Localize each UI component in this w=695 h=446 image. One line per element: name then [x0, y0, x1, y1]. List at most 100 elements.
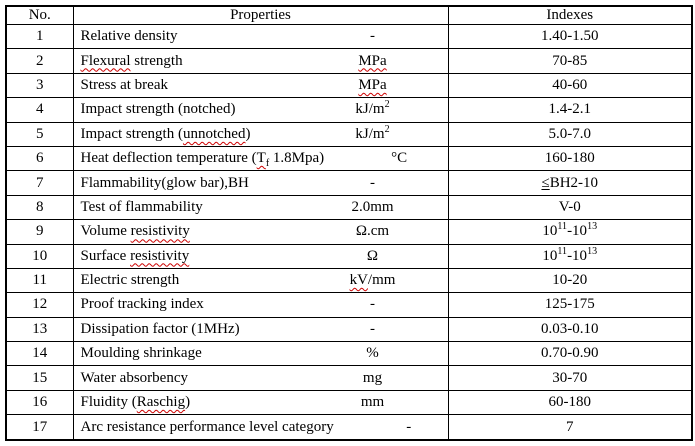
text-fragment: 70-85: [552, 52, 588, 69]
table-row: 6 Heat deflection temperature (Tf 1.8Mpa)…: [5, 145, 693, 172]
text-fragment: MPa: [358, 76, 387, 93]
index-value-cell: 7: [447, 414, 693, 441]
text-fragment: Ω: [366, 247, 379, 264]
text-fragment: -: [370, 296, 375, 313]
index-value-cell: 60-180: [447, 389, 693, 416]
property-cell-layout: Moulding shrinkage%: [74, 345, 448, 362]
property-cell: Water absorbency mg: [72, 365, 449, 391]
text-fragment: 7: [566, 418, 574, 435]
text-fragment: mm: [360, 394, 385, 411]
table-row: 5 Impact strength (unnotched) kJ/m2 5.0-7.0: [5, 121, 693, 147]
index-value-cell: 1.4-2.1: [447, 97, 693, 123]
row-number-cell: 8: [5, 194, 74, 221]
text-fragment: Raschig: [136, 394, 186, 411]
property-cell: Stress at break MPa: [72, 72, 449, 99]
property-name: Surface resistivity: [74, 248, 298, 265]
index-value-cell: 0.03-0.10: [447, 316, 693, 343]
text-fragment: 11: [557, 245, 568, 257]
text-fragment: %: [366, 345, 379, 362]
row-number-cell: 4: [5, 97, 74, 123]
property-unit: -: [298, 296, 448, 313]
property-cell-layout: Fluidity (Raschig) mm: [74, 394, 447, 411]
index-value-cell: 70-85: [447, 48, 693, 74]
property-cell: Volume resistivity Ω.cm: [72, 219, 449, 245]
row-number-cell: 9: [5, 219, 74, 245]
property-unit: %: [298, 345, 448, 362]
index-value-cell: V-0: [447, 194, 693, 221]
property-cell-layout: Heat deflection temperature (Tf 1.8Mpa) °…: [74, 150, 447, 169]
text-fragment: 2: [384, 99, 390, 111]
property-unit: Ω.cm: [298, 223, 448, 240]
index-value-cell: 0.70-0.90: [447, 341, 693, 367]
property-cell-layout: Surface resistivity Ω: [74, 248, 448, 265]
text-fragment: Proof tracking index: [80, 296, 204, 313]
row-number-cell: 7: [5, 170, 74, 196]
property-cell-layout: Arc resistance performance level categor…: [74, 418, 447, 436]
text-fragment: Arc resistance performance level categor…: [80, 418, 334, 435]
row-number-cell: 2: [5, 48, 74, 74]
property-name: Moulding shrinkage: [74, 345, 298, 362]
property-unit: -: [298, 28, 448, 45]
row-number-cell: 1: [5, 23, 74, 50]
text-fragment: /mm: [367, 272, 396, 289]
row-number-cell: 12: [5, 292, 74, 318]
property-cell: Arc resistance performance level categor…: [72, 414, 449, 441]
header-indexes: Indexes: [447, 5, 693, 25]
property-name: Dissipation factor (1MHz): [74, 321, 298, 338]
text-fragment: 1.8Mpa): [269, 150, 325, 167]
index-value-cell: 10-20: [447, 267, 693, 294]
text-fragment: mg: [362, 369, 383, 386]
property-cell-layout: Test of flammability 2.0mm: [74, 199, 447, 216]
row-number-cell: 11: [5, 267, 74, 294]
property-cell: Dissipation factor (1MHz) -: [72, 316, 449, 343]
property-cell-layout: Impact strength (notched) kJ/m2: [74, 99, 448, 118]
index-value-cell: 1011-1013: [447, 243, 693, 269]
table-row: 8 Test of flammability 2.0mm V-0: [5, 194, 693, 221]
property-name: Stress at break: [74, 77, 298, 94]
text-fragment: 10: [542, 247, 558, 264]
property-unit: kV/mm: [298, 272, 448, 289]
text-fragment: 10-20: [552, 272, 588, 289]
text-fragment: Surface: [80, 247, 131, 264]
property-unit: kJ/m2: [298, 99, 448, 118]
text-fragment: 10: [542, 223, 558, 240]
table-row: 12 Proof tracking index - 125-175: [5, 292, 693, 318]
row-number-cell: 5: [5, 121, 74, 147]
row-number-cell: 16: [5, 389, 74, 416]
text-fragment: Water absorbency: [80, 369, 189, 386]
property-cell-layout: Proof tracking index -: [74, 296, 448, 313]
property-unit: Ω: [298, 248, 448, 265]
property-unit: mg: [298, 370, 448, 387]
text-fragment: Impact strength (: [80, 125, 183, 142]
property-cell: Impact strength (notched) kJ/m2: [72, 97, 449, 123]
text-fragment: 30-70: [552, 369, 588, 386]
property-name: Fluidity (Raschig): [74, 394, 298, 411]
index-value-cell: 160-180: [447, 145, 693, 172]
text-fragment: 2: [384, 123, 390, 135]
property-cell: Electric strength kV/mm: [72, 267, 449, 294]
text-fragment: -: [370, 28, 375, 45]
table-row: 9 Volume resistivity Ω.cm 1011-1013: [5, 219, 693, 245]
property-cell: Relative density -: [72, 23, 449, 50]
property-cell: Flexural strength MPa: [72, 48, 449, 74]
text-fragment: ): [245, 125, 251, 142]
table-row: 13 Dissipation factor (1MHz) - 0.03-0.10: [5, 316, 693, 343]
property-name: Impact strength (notched): [74, 101, 298, 118]
property-cell-layout: Relative density -: [74, 28, 448, 45]
text-fragment: 1.40-1.50: [541, 28, 599, 45]
table-row: 10 Surface resistivity Ω 1011-1013: [5, 243, 693, 269]
row-number-cell: 15: [5, 365, 74, 391]
property-unit: kJ/m2: [298, 123, 448, 143]
property-name: Water absorbency: [74, 370, 298, 387]
property-unit: -: [334, 419, 447, 436]
text-fragment: T: [256, 150, 266, 167]
row-number-cell: 3: [5, 72, 74, 99]
row-number-cell: 6: [5, 145, 74, 172]
property-cell-layout: Water absorbency mg: [74, 370, 448, 387]
table-row: 7 Flammability(glow bar),BH - ≤BH2-10: [5, 170, 693, 196]
row-number-cell: 13: [5, 316, 74, 343]
table-row: 3 Stress at break MPa 40-60: [5, 72, 693, 99]
text-fragment: -10: [567, 247, 588, 264]
text-fragment: °C: [391, 150, 408, 167]
text-fragment: 0.03-0.10: [541, 320, 599, 337]
